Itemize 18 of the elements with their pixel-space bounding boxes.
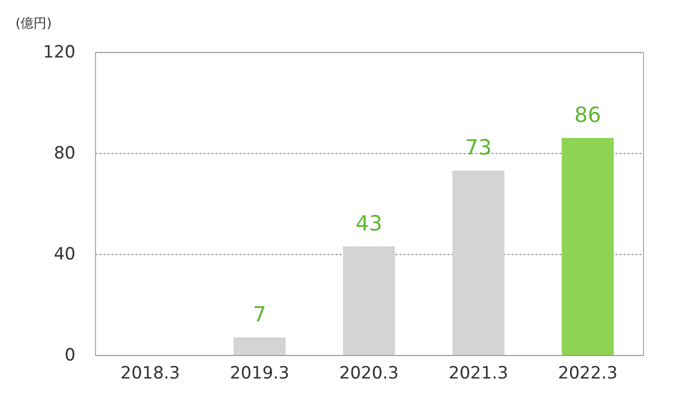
- y-tick-label: 120: [43, 42, 76, 62]
- y-tick-label: 40: [54, 244, 76, 264]
- x-tick-label: 2019.3: [230, 364, 290, 384]
- x-tick-label: 2021.3: [448, 364, 508, 384]
- data-label: 43: [356, 211, 382, 236]
- bar: [562, 138, 614, 355]
- bar: [343, 246, 395, 355]
- x-tick-label: 2018.3: [120, 364, 180, 384]
- x-tick-label: 2022.3: [558, 364, 618, 384]
- bar: [452, 170, 504, 355]
- x-tick-label: 2020.3: [339, 364, 399, 384]
- data-label: 7: [252, 302, 266, 326]
- data-label: 73: [465, 136, 492, 160]
- bar: [234, 337, 286, 355]
- y-axis-title: (億円): [16, 16, 52, 32]
- y-tick-label: 80: [54, 144, 76, 164]
- data-label: 86: [574, 102, 602, 127]
- y-tick-label: 0: [64, 346, 76, 366]
